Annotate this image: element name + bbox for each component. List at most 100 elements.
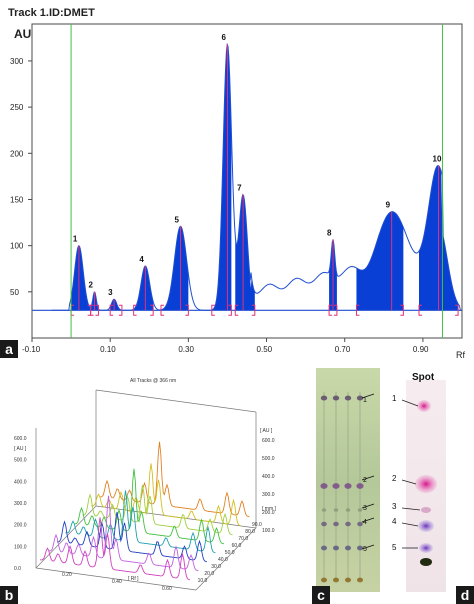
peak-area-6: [211, 44, 232, 311]
spot-label-1: 1: [363, 397, 367, 404]
x-axis-label: Rf: [456, 350, 465, 360]
y-tick-label: 250: [10, 103, 24, 112]
spot-label-1: 1: [392, 394, 397, 403]
spot-label-3: 3: [363, 505, 367, 512]
plate-spot: [320, 395, 328, 401]
plate-spot: [321, 545, 327, 551]
pointer-2: [401, 479, 417, 485]
peak-label-3: 3: [108, 288, 113, 297]
peak-label-8: 8: [327, 228, 332, 237]
densitogram-chart: Track 1.ID:DMET AU Rf 1 2 3 4 5 6 7 8 9 10 -0.10 0…: [8, 7, 465, 360]
y-tick-label: 100: [10, 242, 24, 251]
reference-spot-image: Spot 1 2 3 4 5: [392, 372, 446, 592]
depth-tick-label: 90.0: [252, 522, 262, 528]
z-unit-label: [ AU ]: [14, 446, 27, 452]
tlc-plate-image: 1 2 3 4 5: [316, 368, 380, 592]
peak-end-bracket-3: [118, 304, 123, 316]
y-tick-label: 50: [10, 288, 19, 297]
box-edge: [195, 527, 257, 591]
peak-end-bracket-8: [333, 304, 338, 316]
plate-spot: [345, 508, 351, 512]
spot-1: [417, 400, 431, 412]
panel-tag-b: b: [0, 586, 18, 604]
overlay-title: All Tracks @ 366 nm: [130, 378, 176, 384]
pointer-3: [361, 503, 375, 509]
peak-start-bracket-5: [160, 304, 164, 316]
plate-spot: [345, 521, 351, 527]
spot-label-3: 3: [392, 502, 397, 511]
peak-start-bracket-10: [418, 304, 422, 316]
track-line-2: [48, 495, 199, 572]
peak-end-bracket-5: [185, 304, 189, 316]
box-edge: [35, 567, 197, 591]
plate-spot: [333, 577, 339, 583]
right-tick-label: 200.0: [262, 510, 275, 516]
spot-4: [418, 520, 434, 532]
plate-spot: [333, 545, 339, 551]
spot-label-2: 2: [363, 477, 367, 484]
y-tick-label: 200: [10, 149, 24, 158]
peak-start-bracket-9: [355, 304, 360, 316]
track-line-6: [82, 484, 233, 536]
pointer-4: [401, 522, 419, 527]
chart-title: Track 1.ID:DMET: [8, 7, 95, 19]
pointer-5: [361, 544, 375, 550]
spot-2: [415, 475, 437, 493]
plate-spot: [332, 483, 340, 489]
peak-label-5: 5: [175, 215, 180, 224]
peak-end-bracket-2: [95, 304, 99, 316]
peak-start-bracket-7: [234, 304, 239, 316]
x-tick-label: 0.30: [178, 345, 194, 354]
peak-area-5: [161, 226, 189, 311]
reference-spot-panel: Spot 1 2 3 4 5 d: [390, 368, 474, 604]
peak-label-6: 6: [221, 33, 226, 42]
spot-label-4: 4: [363, 519, 367, 526]
spot-3: [421, 507, 431, 513]
spot-5: [419, 543, 433, 553]
peak-end-bracket-7: [251, 304, 256, 316]
right-tick-label: 600.0: [262, 438, 275, 444]
depth-unit-label: [ mm ]: [262, 506, 276, 512]
right-tick-label: 400.0: [262, 474, 275, 480]
depth-tick-label: 70.0: [238, 536, 248, 542]
track-line-7: [90, 463, 242, 527]
pointer-4: [361, 517, 375, 523]
y-tick-label: 300: [10, 57, 24, 66]
plate-spot: [356, 395, 364, 401]
plate-spot: [356, 483, 364, 489]
peak-end-bracket-9: [400, 304, 404, 316]
right-tick-label: 300.0: [262, 492, 275, 498]
plate-spot: [344, 483, 352, 489]
track-line-3: [56, 511, 208, 563]
plate-spot: [321, 521, 327, 527]
signal-line: [51, 42, 462, 311]
x-tick-label: 0.10: [100, 345, 116, 354]
pointer-1: [361, 393, 375, 399]
plate-spot: [344, 395, 352, 401]
y-axis-label: AU: [14, 27, 31, 41]
z-tick-label: 0.0: [14, 566, 21, 572]
peak-start-bracket-6: [211, 304, 215, 316]
peak-label-2: 2: [89, 281, 94, 290]
z-tick-label: 300.0: [14, 501, 27, 507]
plate-spot: [321, 508, 327, 512]
x-tick-label: 0.60: [162, 586, 172, 592]
plate-spot: [332, 395, 340, 401]
track-line-8: [99, 441, 250, 518]
y-tick-label: 150: [10, 195, 24, 204]
peak-label-9: 9: [386, 201, 391, 210]
tlc-plate-panel: 1 2 3 4 5 c: [312, 368, 384, 604]
depth-tick-label: 80.0: [245, 529, 255, 535]
right-tick-label: 500.0: [262, 456, 275, 462]
spot-label-5: 5: [392, 543, 397, 552]
depth-tick-label: 10.0: [198, 578, 208, 584]
depth-tick-label: 30.0: [211, 564, 221, 570]
z-tick-label: 200.0: [14, 523, 27, 529]
spot-label-2: 2: [392, 474, 397, 483]
right-tick-label: 100.0: [262, 528, 275, 534]
plate-spot: [345, 545, 351, 551]
depth-tick-label: 50.0: [225, 550, 235, 556]
plate-spot: [345, 577, 351, 583]
spot-heading: Spot: [412, 372, 435, 383]
peak-start-bracket-3: [109, 304, 114, 316]
